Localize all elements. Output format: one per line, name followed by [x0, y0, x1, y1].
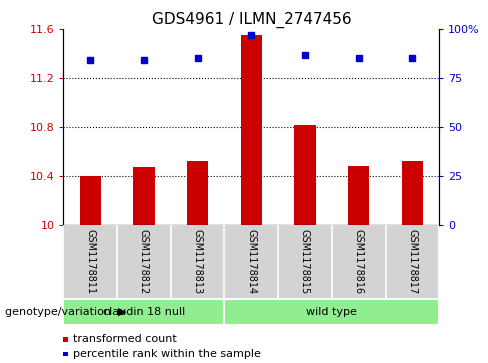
Text: wild type: wild type: [306, 307, 357, 317]
Bar: [348, 166, 369, 225]
Title: GDS4961 / ILMN_2747456: GDS4961 / ILMN_2747456: [151, 12, 351, 28]
Bar: [294, 125, 316, 225]
Text: GSM1178817: GSM1178817: [407, 229, 417, 294]
Bar: [133, 167, 155, 225]
Text: GSM1178816: GSM1178816: [354, 229, 364, 294]
Bar: [402, 161, 423, 225]
Bar: [241, 35, 262, 225]
Text: GSM1178814: GSM1178814: [246, 229, 256, 294]
Text: transformed count: transformed count: [73, 334, 177, 344]
Bar: [80, 176, 101, 225]
Text: GSM1178813: GSM1178813: [193, 229, 203, 294]
Text: GSM1178812: GSM1178812: [139, 229, 149, 294]
Text: GSM1178815: GSM1178815: [300, 229, 310, 294]
Bar: [63, 299, 224, 325]
Bar: [187, 161, 208, 225]
Text: percentile rank within the sample: percentile rank within the sample: [73, 349, 261, 359]
Bar: [224, 299, 439, 325]
Text: claudin 18 null: claudin 18 null: [103, 307, 185, 317]
Text: GSM1178811: GSM1178811: [85, 229, 95, 294]
Text: genotype/variation  ▶: genotype/variation ▶: [5, 307, 126, 317]
